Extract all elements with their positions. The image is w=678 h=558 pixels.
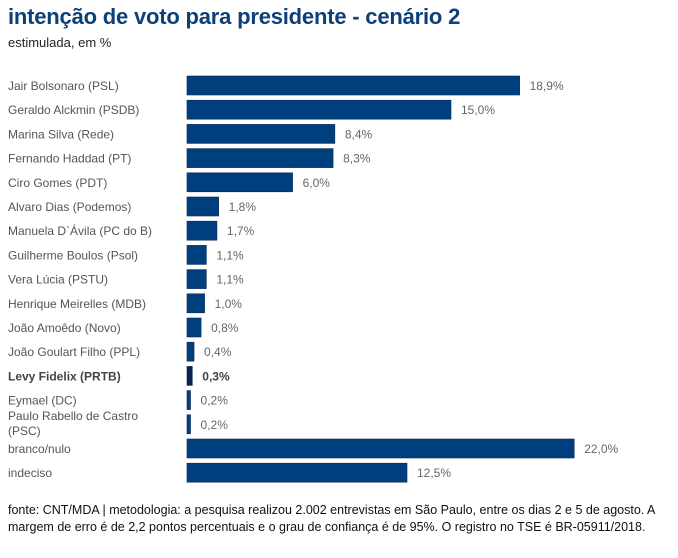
bar xyxy=(186,269,207,289)
value-label: 6,0% xyxy=(303,176,331,190)
value-label: 1,7% xyxy=(227,224,255,238)
bar xyxy=(186,414,191,435)
category-label: Henrique Meirelles (MDB) xyxy=(8,297,146,311)
value-label: 0,4% xyxy=(204,345,232,359)
bar xyxy=(186,220,218,241)
bar xyxy=(186,124,336,144)
value-label: 1,0% xyxy=(215,297,243,311)
value-label: 22,0% xyxy=(584,442,618,456)
bar xyxy=(186,245,207,265)
category-label: João Amoêdo (Novo) xyxy=(8,321,121,335)
value-label: 0,2% xyxy=(201,418,229,432)
category-label: Levy Fidelix (PRTB) xyxy=(8,369,121,383)
bar xyxy=(186,462,408,483)
chart-footer-note: fonte: CNT/MDA | metodologia: a pesquisa… xyxy=(8,503,655,534)
chart-subtitle: estimulada, em % xyxy=(8,35,112,50)
bar xyxy=(186,317,202,338)
category-label: Ciro Gomes (PDT) xyxy=(8,176,107,190)
chart-title: intenção de voto para presidente - cenár… xyxy=(8,4,461,29)
bar xyxy=(186,293,205,314)
bar xyxy=(186,148,334,168)
value-label: 0,8% xyxy=(211,321,239,335)
bar xyxy=(186,172,293,193)
bar xyxy=(186,341,195,362)
value-label: 1,1% xyxy=(216,273,244,287)
value-label: 12,5% xyxy=(417,466,451,480)
category-label: Jair Bolsonaro (PSL) xyxy=(8,79,119,93)
bar-chart: Jair Bolsonaro (PSL) 18,9% Geraldo Alckmin… xyxy=(8,75,619,483)
category-label: Eymael (DC) xyxy=(8,394,77,408)
value-label: 18,9% xyxy=(530,79,564,93)
value-label: 8,4% xyxy=(345,127,373,141)
value-label: 1,1% xyxy=(216,248,244,262)
category-label: branco/nulo xyxy=(8,442,71,456)
category-label: Vera Lúcia (PSTU) xyxy=(8,273,108,287)
category-label: indeciso xyxy=(8,466,52,480)
value-label: 8,3% xyxy=(343,152,371,166)
value-label: 0,3% xyxy=(202,369,230,383)
category-label: Geraldo Alckmin (PSDB) xyxy=(8,103,139,117)
value-label: 15,0% xyxy=(461,103,495,117)
bar xyxy=(186,366,193,386)
category-label: João Goulart Filho (PPL) xyxy=(8,345,140,359)
category-label: Marina Silva (Rede) xyxy=(8,127,114,141)
bar xyxy=(186,196,219,217)
bar xyxy=(186,75,520,96)
value-label: 1,8% xyxy=(229,200,257,214)
category-label: Paulo Rabello de Castro (PSC) xyxy=(8,409,138,438)
category-label: Manuela D`Ávila (PC do B) xyxy=(8,223,152,238)
category-label: Fernando Haddad (PT) xyxy=(8,152,131,166)
bar xyxy=(186,438,575,459)
category-label: Alvaro Dias (Podemos) xyxy=(8,200,131,214)
bar xyxy=(186,390,191,410)
bar xyxy=(186,99,452,120)
category-label: Guilherme Boulos (Psol) xyxy=(8,248,138,262)
value-label: 0,2% xyxy=(201,394,229,408)
